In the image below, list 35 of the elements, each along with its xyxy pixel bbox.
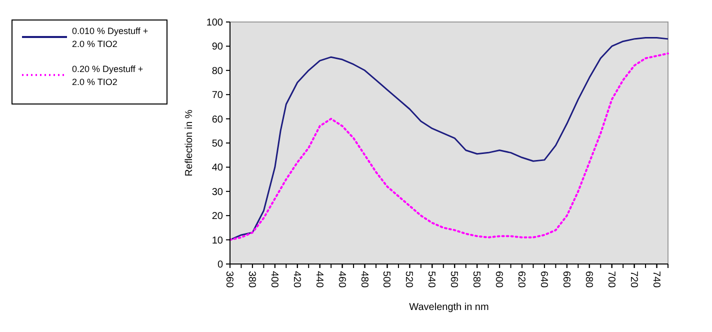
x-tick-label: 400 [268, 271, 280, 288]
y-tick-label: 50 [212, 138, 224, 150]
x-tick-label: 360 [224, 271, 234, 288]
x-tick-label: 460 [336, 271, 347, 288]
y-tick-label: 10 [212, 235, 224, 246]
y-axis-title: Reflection in % [184, 110, 195, 176]
y-tick-label: 60 [212, 114, 224, 126]
y-tick-label: 30 [212, 186, 224, 198]
x-axis-title: Wavelength in nm [409, 302, 489, 313]
legend-label: 0.010 % Dyestuff + 2.0 % TIO2 [72, 26, 148, 49]
x-tick-label: 540 [426, 271, 437, 288]
y-tick-label: 40 [212, 162, 224, 174]
x-tick-label: 680 [582, 271, 594, 288]
x-tick-label: 720 [628, 271, 639, 288]
legend-label: 0.20 % Dyestuff + 2.0 % TIO2 [72, 64, 144, 87]
y-tick-label: 70 [212, 90, 224, 102]
x-tick-label: 560 [448, 271, 460, 288]
x-tick-label: 740 [650, 271, 662, 288]
y-tick-label: 90 [212, 42, 224, 53]
x-tick-label: 600 [493, 271, 504, 288]
x-tick-label: 620 [516, 271, 526, 288]
x-tick-label: 440 [313, 271, 324, 288]
y-tick-label: 80 [212, 66, 224, 77]
y-tick-label: 0 [217, 260, 224, 270]
x-tick-label: 520 [403, 271, 414, 288]
x-tick-label: 640 [538, 271, 549, 288]
x-tick-label: 480 [358, 271, 370, 288]
y-tick-label: 20 [212, 211, 224, 222]
x-tick-label: 580 [470, 271, 482, 288]
x-tick-label: 700 [605, 271, 616, 288]
x-tick-label: 420 [290, 271, 302, 288]
x-tick-label: 500 [380, 271, 392, 288]
x-tick-label: 660 [560, 271, 572, 288]
x-tick-label: 380 [246, 271, 257, 288]
y-tick-label: 100 [206, 18, 224, 28]
